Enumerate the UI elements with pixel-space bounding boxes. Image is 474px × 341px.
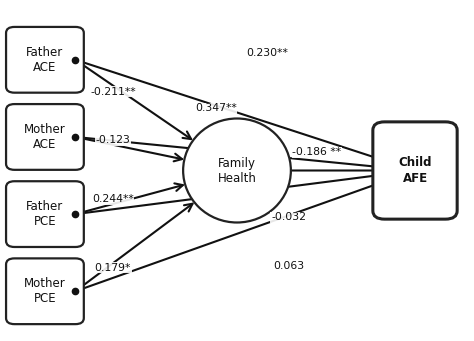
FancyBboxPatch shape bbox=[6, 258, 84, 324]
Text: -0.211**: -0.211** bbox=[90, 87, 136, 97]
Text: Mother
ACE: Mother ACE bbox=[24, 123, 66, 151]
FancyBboxPatch shape bbox=[6, 181, 84, 247]
Text: Child
AFE: Child AFE bbox=[398, 157, 432, 184]
Text: 0.063: 0.063 bbox=[273, 261, 304, 271]
Text: 0.230**: 0.230** bbox=[246, 48, 288, 58]
Text: Family
Health: Family Health bbox=[218, 157, 256, 184]
Text: 0.179*: 0.179* bbox=[95, 263, 131, 273]
Text: Mother
PCE: Mother PCE bbox=[24, 277, 66, 305]
Ellipse shape bbox=[183, 119, 291, 222]
Text: -0.123: -0.123 bbox=[95, 135, 130, 145]
Text: 0.244**: 0.244** bbox=[92, 194, 134, 204]
Text: -0.186 **: -0.186 ** bbox=[292, 147, 341, 157]
FancyBboxPatch shape bbox=[6, 27, 84, 93]
FancyBboxPatch shape bbox=[6, 104, 84, 170]
FancyBboxPatch shape bbox=[373, 122, 457, 219]
Text: -0.032: -0.032 bbox=[271, 212, 306, 222]
Text: 0.347**: 0.347** bbox=[195, 103, 237, 114]
Text: Father
ACE: Father ACE bbox=[27, 46, 64, 74]
Text: Father
PCE: Father PCE bbox=[27, 200, 64, 228]
